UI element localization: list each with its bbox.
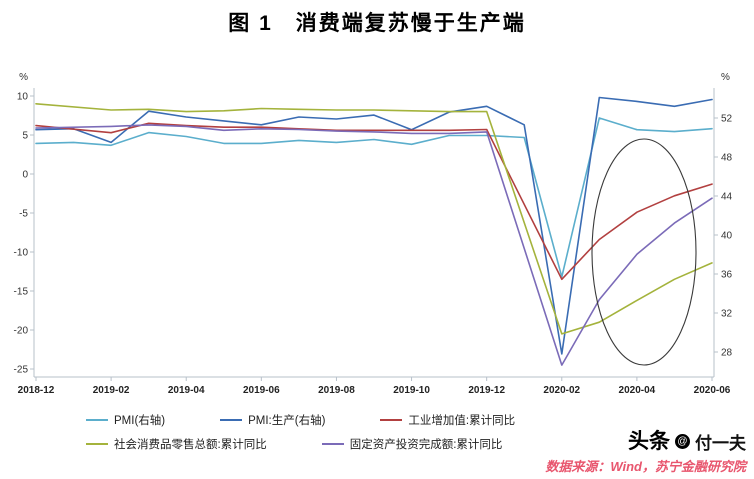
svg-text:52: 52 — [721, 114, 733, 125]
svg-text:2018-12: 2018-12 — [18, 385, 55, 396]
recovery-highlight-ellipse — [591, 138, 697, 366]
author-name: 付一夫 — [695, 434, 746, 453]
svg-text:10: 10 — [17, 92, 29, 103]
svg-text:-20: -20 — [14, 326, 29, 337]
legend-label: 工业增加值:累计同比 — [408, 415, 516, 427]
x-axis-labels: 2018-12 2019-02 2019-04 2019-06 2019-08 2019-… — [18, 377, 731, 396]
svg-text:32: 32 — [721, 309, 733, 320]
series-line-1 — [35, 96, 713, 355]
legend-item: 固定资产投资完成额:累计同比 — [321, 436, 503, 452]
svg-text:2019-10: 2019-10 — [393, 385, 430, 396]
legend-swatch — [86, 419, 108, 421]
legend-label: 固定资产投资完成额:累计同比 — [349, 439, 503, 451]
axes — [33, 88, 715, 378]
svg-text:2019-02: 2019-02 — [93, 385, 130, 396]
right-axis-unit: % — [721, 72, 730, 83]
svg-text:44: 44 — [721, 192, 733, 203]
legend-label: PMI:生产(右轴) — [248, 415, 326, 427]
legend-row: PMI(右轴) PMI:生产(右轴) 工业增加值:累计同比 — [86, 412, 515, 428]
svg-text:2020-02: 2020-02 — [543, 385, 580, 396]
series-lines — [35, 96, 713, 366]
legend-swatch — [220, 419, 243, 421]
series-line-0 — [35, 117, 713, 278]
footer: 头条 @ 付一夫 数据来源：Wind，苏宁金融研究院 — [545, 429, 746, 475]
legend-label: PMI(右轴) — [114, 415, 166, 427]
right-axis-ticks: 52 48 44 40 36 32 28% — [714, 72, 733, 359]
legend-item: PMI(右轴) — [86, 412, 165, 428]
svg-text:36: 36 — [721, 270, 733, 281]
svg-text:-25: -25 — [14, 365, 29, 376]
svg-text:28: 28 — [721, 348, 733, 359]
series-line-3 — [35, 103, 713, 335]
svg-text:48: 48 — [721, 153, 733, 164]
svg-text:2020-04: 2020-04 — [619, 385, 656, 396]
series-line-2 — [35, 122, 713, 281]
svg-text:2019-04: 2019-04 — [168, 385, 205, 396]
legend-swatch — [380, 419, 403, 421]
svg-text:2019-12: 2019-12 — [468, 385, 505, 396]
svg-text:2020-06: 2020-06 — [694, 385, 731, 396]
svg-text:2019-08: 2019-08 — [318, 385, 355, 396]
left-axis-unit: % — [19, 72, 28, 83]
svg-text:5: 5 — [22, 131, 28, 142]
left-axis-ticks: 10 5 0 -5 -10 -15 -20 -25% — [14, 72, 34, 376]
svg-text:-5: -5 — [19, 209, 28, 220]
legend-swatch — [86, 443, 108, 445]
legend-row: 社会消费品零售总额:累计同比 固定资产投资完成额:累计同比 — [86, 436, 515, 452]
svg-text:40: 40 — [721, 231, 733, 242]
toutiao-brand: 头条 — [628, 430, 670, 453]
data-source: 数据来源：Wind，苏宁金融研究院 — [545, 459, 746, 474]
figure-title: 图 1 消费端复苏慢于生产端 — [228, 12, 526, 35]
svg-text:-10: -10 — [14, 248, 29, 259]
legend-item: PMI:生产(右轴) — [220, 412, 325, 428]
at-icon: @ — [675, 434, 690, 449]
svg-text:2019-06: 2019-06 — [243, 385, 280, 396]
chart-legend: PMI(右轴) PMI:生产(右轴) 工业增加值:累计同比社会消费品零售总额:累计同… — [86, 412, 515, 452]
series-line-4 — [35, 124, 713, 366]
svg-text:0: 0 — [22, 170, 28, 181]
legend-swatch — [321, 443, 344, 445]
legend-label: 社会消费品零售总额:累计同比 — [114, 439, 267, 451]
legend-item: 工业增加值:累计同比 — [380, 412, 515, 428]
byline: 头条 @ 付一夫 — [545, 429, 746, 454]
svg-text:-15: -15 — [14, 287, 29, 298]
legend-item: 社会消费品零售总额:累计同比 — [86, 436, 267, 452]
